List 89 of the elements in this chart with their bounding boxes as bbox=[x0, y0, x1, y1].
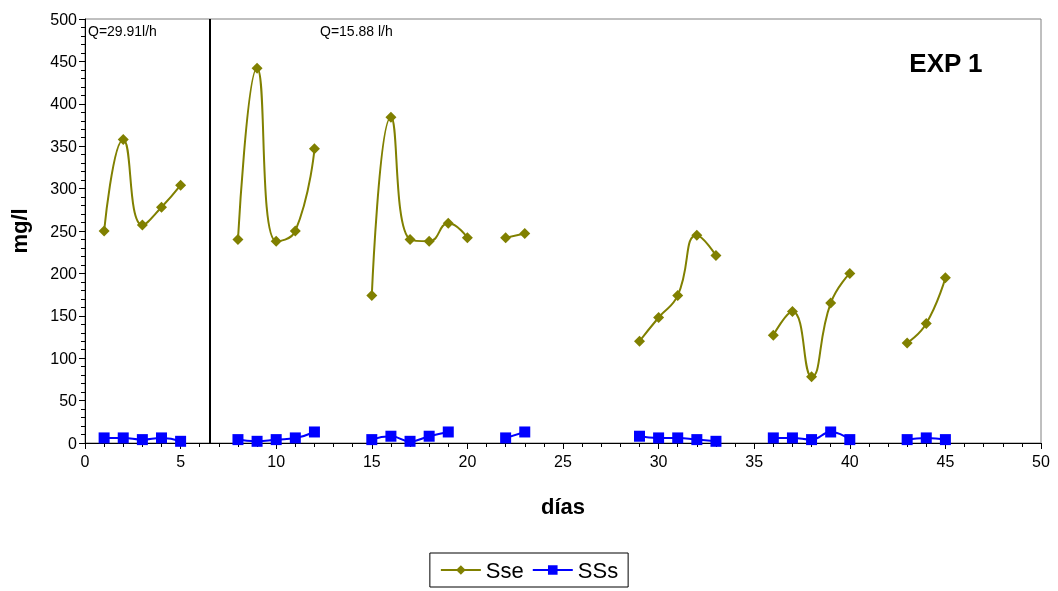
point bbox=[806, 434, 818, 446]
point bbox=[289, 225, 301, 237]
point bbox=[653, 312, 665, 323]
point bbox=[500, 432, 512, 444]
y-tick-label: 400 bbox=[50, 95, 78, 113]
point bbox=[385, 430, 397, 442]
point bbox=[901, 337, 913, 349]
point bbox=[308, 426, 320, 438]
y-tick-label: 250 bbox=[50, 222, 78, 240]
text: EXP 1 bbox=[909, 48, 983, 78]
y-tick-label: 450 bbox=[50, 52, 78, 70]
point bbox=[939, 434, 951, 446]
point bbox=[98, 432, 110, 444]
point bbox=[786, 432, 798, 444]
point bbox=[901, 434, 913, 446]
point bbox=[920, 432, 932, 444]
point bbox=[939, 272, 951, 284]
point bbox=[308, 143, 320, 155]
point bbox=[920, 317, 932, 329]
point bbox=[806, 371, 818, 383]
legend-label: Sse bbox=[485, 557, 524, 583]
point bbox=[136, 434, 148, 446]
point bbox=[232, 434, 244, 446]
annotation: Q=15.88 l/h bbox=[320, 23, 393, 39]
point bbox=[825, 297, 837, 309]
point bbox=[270, 235, 282, 247]
y-tick-label: 100 bbox=[50, 349, 78, 367]
point bbox=[175, 435, 187, 447]
point bbox=[366, 434, 378, 446]
point bbox=[519, 228, 531, 240]
point bbox=[786, 306, 798, 318]
x-tick-label: 30 bbox=[649, 452, 668, 470]
x-tick-label: 5 bbox=[176, 452, 186, 470]
point bbox=[289, 432, 301, 444]
y-tick-label: 350 bbox=[50, 137, 78, 155]
point bbox=[500, 232, 512, 244]
point bbox=[117, 133, 129, 145]
x-tick-label: 40 bbox=[840, 452, 859, 470]
x-tick-label: 0 bbox=[80, 452, 90, 470]
point bbox=[691, 229, 703, 241]
point bbox=[251, 62, 263, 74]
y-tick-label: 0 bbox=[68, 434, 78, 452]
point bbox=[672, 289, 684, 301]
point bbox=[251, 435, 263, 447]
point bbox=[461, 232, 473, 244]
point bbox=[710, 250, 722, 262]
x-tick-label: 45 bbox=[936, 452, 955, 470]
point bbox=[691, 434, 703, 446]
point bbox=[844, 267, 856, 279]
point bbox=[710, 435, 722, 447]
y-tick-label: 300 bbox=[50, 180, 78, 198]
x-tick-label: 50 bbox=[1032, 452, 1050, 470]
point bbox=[175, 179, 187, 191]
point bbox=[844, 434, 856, 446]
point bbox=[825, 426, 837, 438]
x-tick-label: 20 bbox=[458, 452, 477, 470]
y-tick-label: 500 bbox=[50, 10, 78, 28]
point bbox=[767, 432, 779, 444]
point bbox=[404, 435, 416, 447]
point bbox=[98, 225, 110, 237]
point bbox=[117, 432, 129, 444]
point bbox=[423, 430, 435, 442]
point bbox=[653, 432, 665, 444]
point bbox=[232, 233, 244, 245]
x-axis-title: días bbox=[540, 493, 586, 519]
point bbox=[404, 233, 416, 245]
x-tick-label: 25 bbox=[554, 452, 572, 470]
point bbox=[442, 217, 454, 229]
point bbox=[633, 335, 645, 347]
point bbox=[155, 201, 167, 213]
point bbox=[672, 432, 684, 444]
x-tick-label: 10 bbox=[267, 452, 286, 470]
point bbox=[270, 434, 282, 446]
y-tick-label: 150 bbox=[50, 307, 78, 325]
point bbox=[155, 432, 167, 444]
point bbox=[519, 426, 531, 438]
x-tick-label: 35 bbox=[745, 452, 764, 470]
annotation: Q=29.91l/h bbox=[88, 23, 157, 39]
legend-label: SSs bbox=[577, 557, 619, 583]
point bbox=[633, 430, 645, 442]
point bbox=[442, 426, 454, 438]
y-tick-label: 200 bbox=[50, 264, 78, 282]
x-tick-label: 15 bbox=[362, 452, 381, 470]
point bbox=[423, 235, 435, 247]
point bbox=[767, 329, 779, 341]
y-axis-title: mg/l bbox=[6, 208, 32, 254]
point bbox=[136, 219, 148, 231]
y-tick-label: 50 bbox=[59, 392, 78, 410]
point bbox=[385, 111, 397, 123]
